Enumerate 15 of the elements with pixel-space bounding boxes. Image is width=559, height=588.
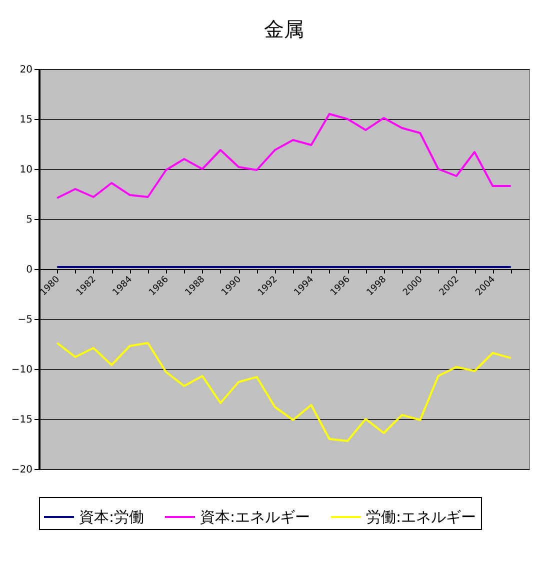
y-tick-label: 15 xyxy=(20,114,32,126)
y-tick-label: 20 xyxy=(20,64,32,76)
y-tick-label: −15 xyxy=(11,414,32,426)
y-tick-label: 5 xyxy=(26,214,32,226)
line-series xyxy=(56,342,512,442)
legend-label: 資本:労働 xyxy=(79,508,144,526)
y-tick-label: 10 xyxy=(20,164,32,176)
legend-label: 資本:エネルギー xyxy=(200,508,310,526)
y-tick-label: −5 xyxy=(18,314,32,326)
legend-label: 労働:エネルギー xyxy=(366,508,476,526)
y-tick-label: 0 xyxy=(26,264,32,276)
chart-title: 金属 xyxy=(264,17,304,41)
y-tick-label: −10 xyxy=(11,364,32,376)
line-series xyxy=(56,113,512,199)
y-tick-label: −20 xyxy=(11,464,32,476)
